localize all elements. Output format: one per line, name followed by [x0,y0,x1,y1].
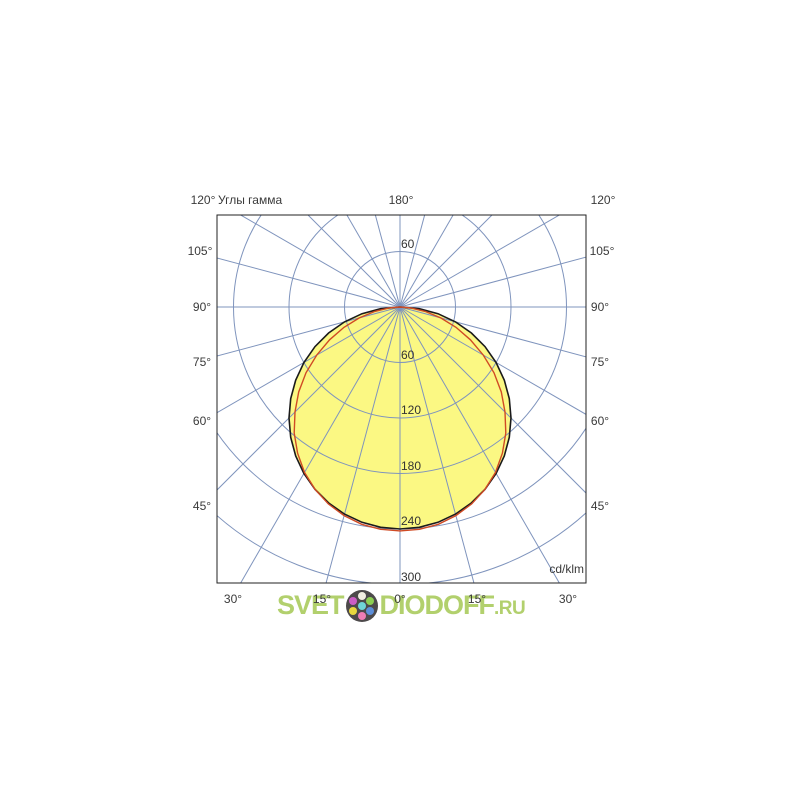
logo-dot [366,607,375,615]
grid-ray [240,306,401,583]
chart-border [216,214,587,584]
grid-ray [307,215,401,308]
grid-ray [217,306,401,491]
grid-ray [217,306,401,357]
unit-label: cd/klm [549,562,584,576]
grid-ray [217,306,401,414]
chart-title: Углы гамма [218,193,283,207]
logo-dot [348,597,357,605]
svetodiodoff-logo-icon [345,590,378,622]
grid-ray [399,306,586,358]
grid-ray [399,215,426,308]
grid-ray [239,215,401,308]
logo-dot [357,592,366,600]
grid-circle [288,215,512,419]
watermark-text-ru: .RU [494,598,526,619]
grid-ray [399,256,586,308]
grid-ray [217,257,401,308]
watermark-svetodiodoff: SVET DIODOFF .RU [277,586,526,622]
grid-circle [344,251,456,363]
logo-dot [357,612,366,620]
grid-ray [325,306,401,583]
grid-ray [399,306,475,583]
grid-ray [399,306,586,494]
logo-dot [348,607,357,615]
intensity-curve-main [288,306,512,530]
grid-ray [399,215,493,308]
logo-dot [357,602,366,610]
grid-ray [399,215,454,308]
intensity-curve-secondary [293,306,507,532]
logo-dot [366,597,375,605]
watermark-text-diodoff: DIODOFF [379,590,495,620]
watermark-text-svet: SVET [277,590,345,620]
grid-ray [399,215,561,308]
grid-ray [346,215,401,308]
grid-ray [399,306,560,583]
grid-circle [233,215,567,474]
grid-ray [399,306,586,415]
grid-ray [374,215,401,308]
